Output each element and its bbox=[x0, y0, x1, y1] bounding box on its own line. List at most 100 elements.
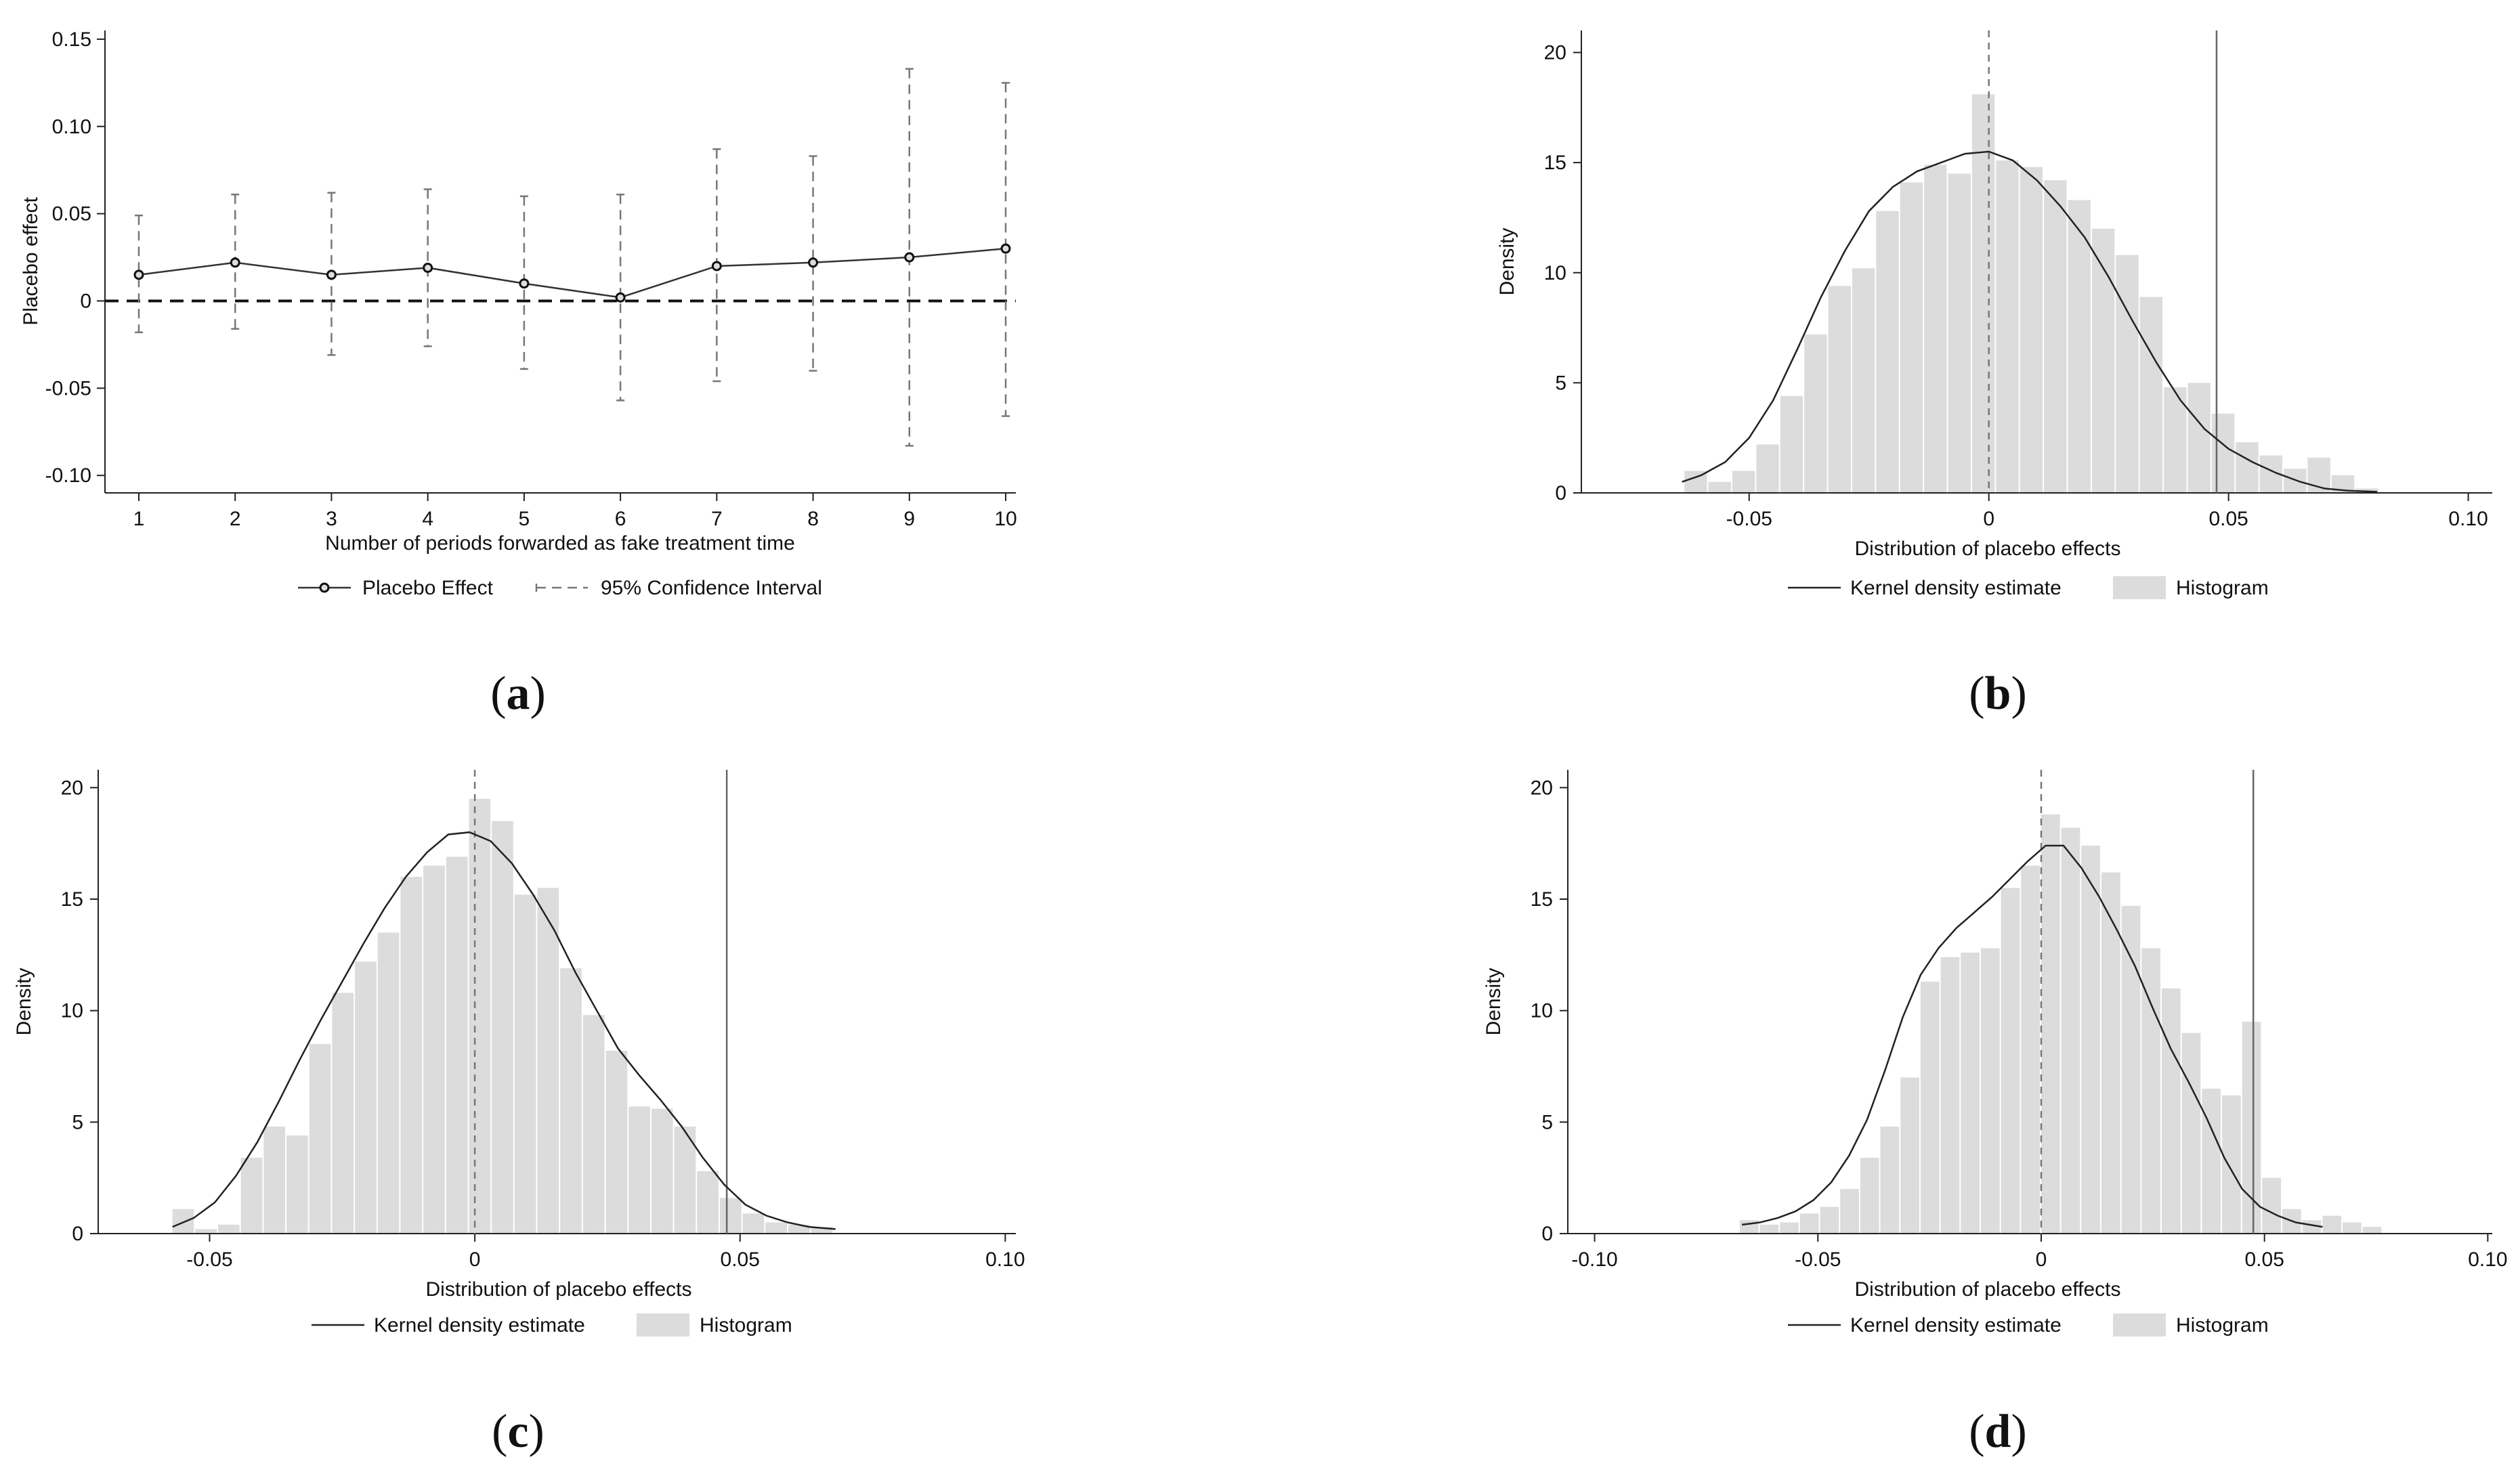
histogram-bar bbox=[1780, 395, 1803, 493]
chart-a: -0.10 -0.05 0 0.05 0.10 0.15 1 2 3 4 5 6 7 8 9 10 Number… bbox=[20, 28, 1017, 599]
histogram-bar bbox=[537, 888, 559, 1234]
histogram-bar bbox=[2101, 872, 2120, 1234]
y-axis-title: Density bbox=[13, 968, 35, 1035]
histogram-bar bbox=[377, 932, 400, 1234]
kde-curve bbox=[172, 831, 836, 1230]
histogram-bar bbox=[1876, 211, 1899, 493]
x-tick-label: 3 bbox=[326, 508, 337, 530]
histogram-bar bbox=[1920, 981, 1940, 1234]
x-tick-label: -0.05 bbox=[186, 1248, 232, 1271]
x-axis-title: Distribution of placebo effects bbox=[1854, 538, 2120, 560]
histogram-bar bbox=[1961, 953, 1980, 1234]
histogram-bar bbox=[2021, 865, 2040, 1234]
histogram-bar bbox=[172, 1209, 194, 1234]
histogram-bar bbox=[2139, 297, 2163, 493]
y-tick-label: -0.10 bbox=[45, 464, 91, 487]
x-tick-label: 0.10 bbox=[2468, 1248, 2507, 1271]
histogram-bar bbox=[1940, 957, 1960, 1234]
histogram-bar bbox=[560, 968, 582, 1234]
placebo-effect-point bbox=[423, 263, 433, 274]
x-tick-label: 0.05 bbox=[2245, 1248, 2284, 1271]
legend-histogram-swatch bbox=[2113, 1313, 2166, 1336]
placebo-effect-point bbox=[133, 269, 144, 280]
x-tick-label: 0.10 bbox=[2448, 508, 2487, 530]
caption-d: (d) bbox=[1969, 1406, 2027, 1458]
histogram-bar bbox=[2121, 905, 2141, 1234]
placebo-effect-point bbox=[519, 278, 530, 289]
y-tick-label: 20 bbox=[1531, 777, 1553, 799]
y-tick-label: 10 bbox=[61, 1000, 83, 1022]
x-tick-label: -0.05 bbox=[1726, 508, 1772, 530]
legend-histogram-label: Histogram bbox=[2176, 577, 2269, 599]
histogram-bar bbox=[605, 1050, 628, 1234]
histogram-bar bbox=[1948, 173, 1971, 493]
legend-placebo-marker bbox=[319, 582, 330, 593]
placebo-effect-line bbox=[138, 247, 1006, 299]
histogram-bar bbox=[218, 1224, 240, 1234]
histogram-bar bbox=[355, 961, 377, 1234]
x-tick-label: 4 bbox=[422, 508, 433, 530]
histogram-bar bbox=[1756, 444, 1779, 493]
histogram-bar bbox=[2081, 845, 2101, 1234]
y-tick-label: 0.10 bbox=[52, 116, 91, 138]
x-tick-label: -0.05 bbox=[1795, 1248, 1841, 1271]
y-tick-label: 0.05 bbox=[52, 203, 91, 225]
x-tick-label: -0.10 bbox=[1571, 1248, 1617, 1271]
histogram-bar bbox=[1804, 334, 1827, 493]
histogram-bar bbox=[742, 1213, 765, 1234]
histogram-bar bbox=[582, 1015, 605, 1234]
y-tick-label: 5 bbox=[1555, 372, 1566, 394]
histogram-bar bbox=[2164, 387, 2187, 493]
x-tick-label: 9 bbox=[903, 508, 915, 530]
x-axis-title: Number of periods forwarded as fake trea… bbox=[325, 532, 795, 555]
placebo-effect-point bbox=[230, 257, 240, 268]
placebo-effect-point bbox=[1000, 243, 1011, 254]
placebo-effect-point bbox=[904, 252, 915, 263]
histogram-bar bbox=[788, 1224, 810, 1234]
x-tick-label: 6 bbox=[615, 508, 626, 530]
histogram-bar bbox=[1860, 1158, 1879, 1234]
y-axis-title: Density bbox=[1482, 968, 1505, 1035]
x-axis-title: Distribution of placebo effects bbox=[425, 1278, 691, 1301]
histogram-bar bbox=[2001, 888, 2020, 1234]
y-tick-label: 0.15 bbox=[52, 28, 91, 51]
y-tick-label: 0 bbox=[1541, 1223, 1553, 1245]
y-tick-label: 10 bbox=[1531, 1000, 1553, 1022]
caption-b: (b) bbox=[1969, 668, 2027, 720]
y-tick-label: 10 bbox=[1544, 262, 1566, 284]
histogram-bar bbox=[2162, 988, 2181, 1234]
histogram-bar bbox=[2041, 814, 2060, 1234]
histogram-bar bbox=[2141, 948, 2161, 1234]
histogram-bar bbox=[2181, 1033, 2201, 1234]
histogram-bar bbox=[469, 798, 491, 1234]
histogram-bar bbox=[1780, 1222, 1799, 1234]
histogram-bar bbox=[2284, 469, 2307, 493]
histogram-bar bbox=[286, 1135, 308, 1234]
y-tick-label: 20 bbox=[1544, 42, 1566, 64]
histogram-bar bbox=[2091, 228, 2115, 493]
histogram-bar bbox=[2044, 180, 2067, 493]
caption-c: (c) bbox=[492, 1406, 544, 1458]
x-tick-label: 8 bbox=[807, 508, 819, 530]
histogram-bar bbox=[719, 1198, 742, 1234]
histogram-bar bbox=[1828, 286, 1851, 493]
histogram-bar bbox=[2061, 827, 2080, 1234]
caption-a: (a) bbox=[490, 668, 546, 720]
kde-curve bbox=[1742, 844, 2323, 1228]
histogram-bar bbox=[195, 1229, 217, 1234]
histogram-bar bbox=[332, 993, 354, 1234]
histogram-bar bbox=[2262, 1177, 2282, 1234]
histogram-bar bbox=[2211, 413, 2235, 493]
histogram-bar bbox=[1980, 948, 2000, 1234]
x-tick-label: 1 bbox=[133, 508, 145, 530]
histogram-bar bbox=[263, 1126, 286, 1234]
x-axis-title: Distribution of placebo effects bbox=[1854, 1278, 2120, 1301]
histogram-bar bbox=[492, 821, 513, 1234]
y-tick-label: 15 bbox=[61, 888, 83, 911]
legend-kde-label: Kernel density estimate bbox=[374, 1314, 585, 1336]
histogram-bar bbox=[240, 1158, 263, 1234]
panel-c: 0 5 10 15 20 -0.05 0 0.05 0.10 Distribution of pl… bbox=[13, 770, 1025, 1458]
histogram-bar bbox=[1820, 1207, 1839, 1234]
x-tick-label: 0 bbox=[469, 1248, 481, 1271]
